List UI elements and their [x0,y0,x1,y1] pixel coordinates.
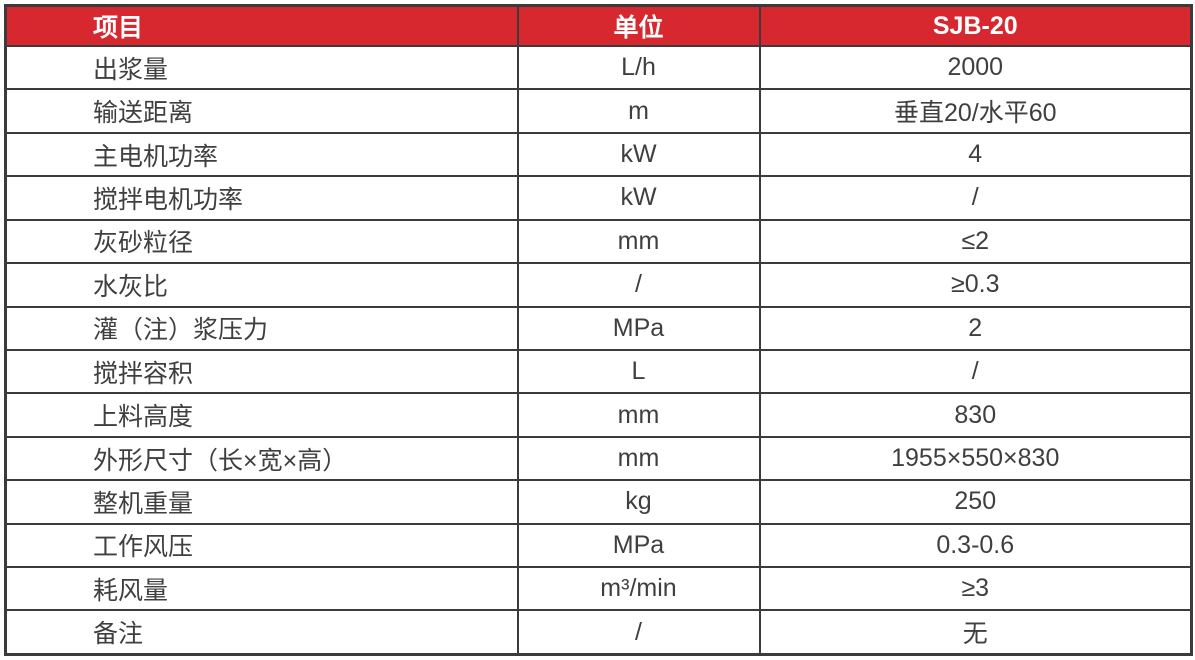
unit-cell: mm [516,218,761,265]
item-cell: 上料高度 [4,392,519,438]
table-row: 水灰比 / ≥0.3 [4,262,1193,308]
value-cell: / [758,175,1193,221]
table-row: 灰砂粒径 mm ≤2 [4,218,1193,265]
header-row: 项目 单位 SJB-20 [4,4,1193,47]
item-cell: 工作风压 [4,522,519,569]
unit-cell: kg [516,479,761,525]
item-cell: 外形尺寸（长×宽×高） [4,435,519,482]
value-cell: 垂直20/水平60 [758,88,1193,134]
value-cell: 250 [758,479,1193,525]
value-cell: 2 [758,305,1193,351]
header-cell-item: 项目 [4,4,519,47]
table-row: 上料高度 mm 830 [4,392,1193,438]
item-cell: 耗风量 [4,566,519,612]
unit-cell: L/h [516,44,761,91]
table-row: 搅拌容积 L / [4,348,1193,395]
table-row: 外形尺寸（长×宽×高） mm 1955×550×830 [4,435,1193,482]
table-row: 耗风量 m³/min ≥3 [4,566,1193,612]
item-cell: 输送距离 [4,88,519,134]
table-row: 工作风压 MPa 0.3-0.6 [4,522,1193,569]
value-cell: 无 [758,609,1193,656]
unit-cell: mm [516,435,761,482]
unit-cell: L [516,348,761,395]
item-cell: 出浆量 [4,44,519,91]
spec-table: 项目 单位 SJB-20 出浆量 L/h 2000 输送距离 m 垂直20/水平… [4,4,1193,656]
unit-cell: MPa [516,305,761,351]
unit-cell: kW [516,175,761,221]
table-row: 主电机功率 kW 4 [4,131,1193,178]
unit-cell: / [516,262,761,308]
unit-cell: m³/min [516,566,761,612]
unit-cell: m [516,88,761,134]
table-row: 整机重量 kg 250 [4,479,1193,525]
value-cell: / [758,348,1193,395]
table-row: 输送距离 m 垂直20/水平60 [4,88,1193,134]
value-cell: 2000 [758,44,1193,91]
item-cell: 搅拌电机功率 [4,175,519,221]
item-cell: 灰砂粒径 [4,218,519,265]
unit-cell: kW [516,131,761,178]
item-cell: 整机重量 [4,479,519,525]
unit-cell: mm [516,392,761,438]
value-cell: ≥3 [758,566,1193,612]
item-cell: 备注 [4,609,519,656]
value-cell: 830 [758,392,1193,438]
item-cell: 灌（注）浆压力 [4,305,519,351]
unit-cell: MPa [516,522,761,569]
table-row: 灌（注）浆压力 MPa 2 [4,305,1193,351]
value-cell: 4 [758,131,1193,178]
item-cell: 水灰比 [4,262,519,308]
value-cell: ≤2 [758,218,1193,265]
value-cell: 0.3-0.6 [758,522,1193,569]
unit-cell: / [516,609,761,656]
value-cell: ≥0.3 [758,262,1193,308]
table-row: 备注 / 无 [4,609,1193,656]
item-cell: 主电机功率 [4,131,519,178]
table-row: 搅拌电机功率 kW / [4,175,1193,221]
header-cell-model: SJB-20 [758,4,1193,47]
table-row: 出浆量 L/h 2000 [4,44,1193,91]
item-cell: 搅拌容积 [4,348,519,395]
value-cell: 1955×550×830 [758,435,1193,482]
header-cell-unit: 单位 [516,4,761,47]
